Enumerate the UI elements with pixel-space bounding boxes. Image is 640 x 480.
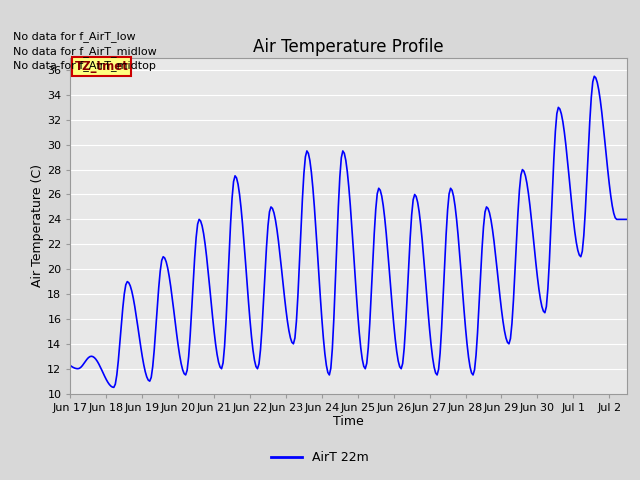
Title: Air Temperature Profile: Air Temperature Profile <box>253 38 444 56</box>
Text: No data for f_AirT_low: No data for f_AirT_low <box>13 31 136 42</box>
Y-axis label: Air Temperature (C): Air Temperature (C) <box>31 164 44 287</box>
Text: TZ_tmet: TZ_tmet <box>75 60 129 73</box>
Text: No data for f_AirT_midtop: No data for f_AirT_midtop <box>13 60 156 71</box>
Text: No data for f_AirT_midlow: No data for f_AirT_midlow <box>13 46 157 57</box>
Legend: AirT 22m: AirT 22m <box>266 446 374 469</box>
X-axis label: Time: Time <box>333 415 364 429</box>
